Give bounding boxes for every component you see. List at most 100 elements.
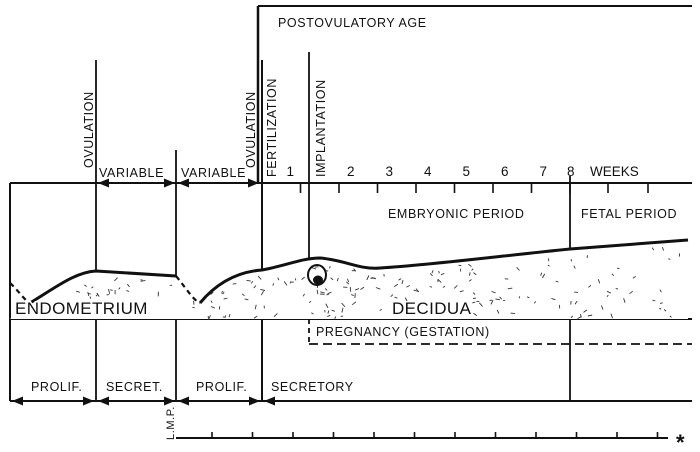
- stipple-mark: [324, 288, 328, 291]
- stipple-mark: [311, 312, 314, 315]
- stipple-mark: [126, 283, 130, 288]
- embryonic-period-label: EMBRYONIC PERIOD: [388, 207, 524, 221]
- stipple-mark: [246, 279, 251, 282]
- stipple-mark: [606, 294, 609, 297]
- stipple-mark: [379, 309, 383, 311]
- stipple-mark: [221, 292, 224, 295]
- stipple-mark: [232, 283, 237, 285]
- stipple-mark: [540, 272, 543, 276]
- tissue-stipple: [76, 246, 681, 320]
- stipple-mark: [88, 293, 92, 295]
- stipple-mark: [438, 270, 440, 274]
- stipple-mark: [570, 315, 574, 319]
- stipple-mark: [340, 315, 344, 318]
- stipple-mark: [254, 304, 257, 310]
- stipple-mark: [662, 246, 664, 251]
- stipple-mark: [316, 289, 319, 295]
- ovulation-2-label: OVULATION: [244, 91, 258, 168]
- stipple-mark: [583, 309, 588, 313]
- stipple-mark: [375, 287, 381, 290]
- stipple-mark: [659, 307, 662, 310]
- secret-label: SECRET.: [106, 380, 163, 394]
- stipple-mark: [84, 284, 87, 287]
- stipple-mark: [659, 289, 662, 293]
- variable-2-label: VARIABLE: [181, 166, 246, 180]
- stipple-mark: [437, 278, 442, 283]
- stipple-mark: [490, 300, 494, 305]
- stipple-mark: [95, 294, 98, 297]
- variable-1-label: VARIABLE: [99, 166, 164, 180]
- stipple-mark: [431, 270, 434, 274]
- stipple-mark: [327, 291, 332, 295]
- secretory-label: SECRETORY: [271, 380, 354, 394]
- stipple-mark: [651, 247, 655, 251]
- stipple-mark: [499, 296, 503, 300]
- stipple-mark: [253, 315, 258, 319]
- week-label-3: 3: [386, 164, 394, 179]
- stipple-mark: [577, 316, 582, 320]
- stipple-mark: [371, 276, 377, 280]
- stipple-mark: [597, 278, 601, 284]
- week-label-4: 4: [424, 164, 432, 179]
- stipple-mark: [277, 277, 280, 281]
- stipple-mark: [341, 307, 344, 313]
- stipple-mark: [393, 283, 399, 287]
- stipple-mark: [615, 287, 619, 290]
- stipple-mark: [478, 302, 483, 307]
- postovulatory-age-label: POSTOVULATORY AGE: [278, 16, 427, 30]
- stipple-mark: [468, 263, 472, 267]
- stipple-mark: [302, 293, 305, 297]
- stipple-mark: [87, 291, 90, 297]
- stipple-mark: [329, 266, 331, 269]
- stipple-mark: [516, 267, 520, 271]
- lmp-scale-ticks: [211, 432, 659, 438]
- stipple-mark: [491, 291, 496, 294]
- stipple-mark: [496, 309, 500, 314]
- stipple-mark: [327, 314, 331, 317]
- stipple-mark: [469, 272, 471, 276]
- stipple-mark: [473, 312, 478, 316]
- stipple-mark: [629, 290, 634, 295]
- stipple-mark: [327, 310, 330, 314]
- stipple-mark: [471, 268, 474, 271]
- endometrium-contour-1: [29, 269, 177, 305]
- prolif-2-label: PROLIF.: [196, 380, 247, 394]
- stipple-mark: [632, 276, 636, 279]
- stipple-mark: [394, 296, 398, 299]
- stipple-mark: [495, 298, 501, 301]
- stipple-mark: [413, 289, 419, 292]
- stipple-mark: [533, 301, 537, 304]
- stipple-mark: [326, 293, 329, 296]
- stipple-mark: [210, 300, 213, 304]
- stipple-mark: [341, 302, 346, 307]
- fetal-period-label: FETAL PERIOD: [581, 207, 677, 221]
- stipple-mark: [283, 281, 288, 286]
- stipple-mark: [108, 289, 111, 294]
- stipple-mark: [325, 303, 329, 309]
- stipple-mark: [472, 292, 476, 295]
- stipple-mark: [573, 265, 576, 269]
- stipple-mark: [224, 315, 227, 318]
- stipple-mark: [588, 284, 592, 288]
- week-label-1: 1: [287, 164, 295, 179]
- stipple-mark: [360, 286, 365, 290]
- stipple-mark: [241, 293, 245, 297]
- stipple-mark: [406, 285, 410, 288]
- week-label-2: 2: [347, 164, 355, 179]
- stipple-mark: [659, 302, 663, 304]
- fertilization-label: FERTILIZATION: [265, 78, 279, 177]
- stipple-mark: [440, 273, 445, 276]
- stipple-mark: [611, 273, 615, 277]
- stipple-mark: [96, 292, 100, 297]
- inner-cell-mass-icon: [313, 275, 323, 285]
- stipple-mark: [301, 276, 305, 280]
- stipple-mark: [579, 313, 582, 318]
- endometrium-label: ENDOMETRIUM: [15, 299, 148, 318]
- stipple-mark: [526, 296, 530, 299]
- stipple-mark: [587, 314, 593, 317]
- stipple-mark: [429, 273, 433, 277]
- stipple-mark: [273, 313, 278, 318]
- stipple-mark: [308, 300, 312, 304]
- stipple-mark: [91, 286, 94, 289]
